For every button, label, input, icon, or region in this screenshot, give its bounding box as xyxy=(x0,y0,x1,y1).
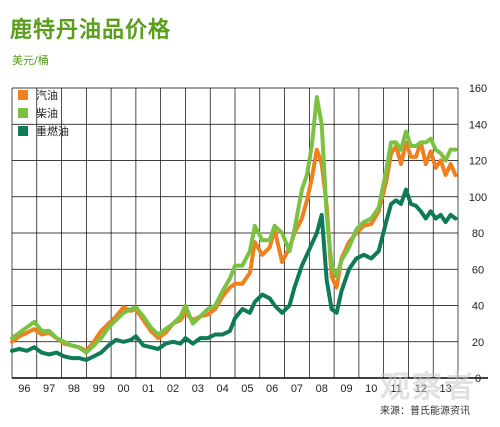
y-tick-label-0: 0 xyxy=(475,373,481,385)
legend-swatch-gasoline xyxy=(18,90,28,100)
y-tick-label-60: 60 xyxy=(472,264,484,276)
x-tick-label-01: 01 xyxy=(142,383,154,395)
x-tick-label-02: 02 xyxy=(167,383,179,395)
legend-swatch-diesel xyxy=(18,108,28,118)
legend-label-gasoline: 汽油 xyxy=(36,89,58,102)
x-tick-label-08: 08 xyxy=(316,383,328,395)
x-tick-label-11: 11 xyxy=(390,383,401,395)
legend-label-diesel: 柴油 xyxy=(36,107,58,120)
legend-label-fueloil: 重燃油 xyxy=(36,125,69,138)
x-tick-label-07: 07 xyxy=(291,383,303,395)
x-tick-label-09: 09 xyxy=(340,383,352,395)
legend-item-fueloil: 重燃油 xyxy=(18,123,69,139)
legend: 汽油 柴油 重燃油 xyxy=(18,87,69,141)
y-tick-label-100: 100 xyxy=(469,192,487,204)
x-tick-label-98: 98 xyxy=(68,383,80,395)
unit-label: 美元/桶 xyxy=(12,54,49,67)
y-tick-label-20: 20 xyxy=(472,337,484,349)
x-tick-label-05: 05 xyxy=(241,383,253,395)
x-tick-label-99: 99 xyxy=(93,383,105,395)
legend-item-diesel: 柴油 xyxy=(18,105,69,121)
x-tick-label-06: 06 xyxy=(266,383,278,395)
y-tick-label-140: 140 xyxy=(469,119,487,131)
y-tick-label-80: 80 xyxy=(472,228,484,240)
legend-item-gasoline: 汽油 xyxy=(18,87,69,103)
source-note: 来源：普氏能源资讯 xyxy=(380,402,470,417)
x-tick-label-96: 96 xyxy=(18,383,30,395)
series-line-fueloil xyxy=(10,187,458,362)
x-tick-label-12: 12 xyxy=(415,383,427,395)
x-tick-label-00: 00 xyxy=(117,383,129,395)
series-line-diesel xyxy=(10,95,458,355)
x-tick-label-10: 10 xyxy=(365,383,377,395)
x-tick-label-03: 03 xyxy=(192,383,204,395)
x-tick-label-04: 04 xyxy=(216,383,228,395)
y-tick-label-120: 120 xyxy=(469,156,487,168)
x-tick-label-13: 13 xyxy=(439,383,451,395)
series-line-gasoline xyxy=(10,140,458,353)
x-tick-label-97: 97 xyxy=(43,383,55,395)
watermark-text: 观察者 xyxy=(380,370,476,405)
y-tick-label-160: 160 xyxy=(469,83,487,95)
legend-swatch-fueloil xyxy=(18,126,28,136)
chart-title: 鹿特丹油品价格 xyxy=(10,18,172,43)
y-tick-label-40: 40 xyxy=(472,301,484,313)
